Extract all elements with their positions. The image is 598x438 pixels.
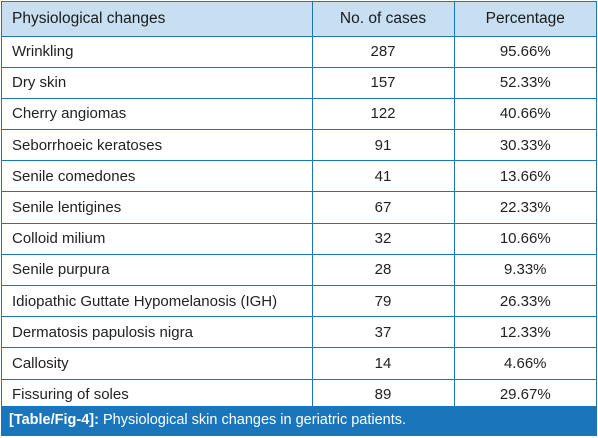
cell-percentage: 22.33%	[454, 191, 596, 224]
cell-percentage: 30.33%	[454, 129, 596, 162]
caption-label: [Table/Fig-4]:	[9, 412, 99, 428]
header-percentage: Percentage	[454, 2, 596, 37]
figure-caption: [Table/Fig-4]: Physiological skin change…	[2, 406, 596, 435]
table-row: Senile lentigines 67 22.33%	[2, 191, 596, 224]
cell-percentage: 12.33%	[454, 316, 596, 349]
table-row: Dermatosis papulosis nigra 37 12.33%	[2, 316, 596, 349]
cell-percentage: 40.66%	[454, 98, 596, 131]
table-row: Seborrhoeic keratoses 91 30.33%	[2, 129, 596, 162]
table-row: Wrinkling 287 95.66%	[2, 36, 596, 68]
cell-physiological-change: Senile lentigines	[2, 191, 313, 224]
table-row: Callosity 14 4.66%	[2, 347, 596, 380]
header-row: Physiological changes No. of cases Perce…	[2, 2, 596, 37]
cell-no-of-cases: 14	[312, 347, 455, 380]
header-no-of-cases: No. of cases	[312, 2, 455, 37]
cell-physiological-change: Idiopathic Guttate Hypomelanosis (IGH)	[2, 285, 313, 318]
cell-physiological-change: Dermatosis papulosis nigra	[2, 316, 313, 349]
cell-physiological-change: Callosity	[2, 347, 313, 380]
cell-no-of-cases: 67	[312, 191, 455, 224]
cell-percentage: 4.66%	[454, 347, 596, 380]
cell-percentage: 52.33%	[454, 67, 596, 99]
cell-no-of-cases: 157	[312, 67, 455, 99]
table-row: Fissuring of soles 89 29.67%	[2, 379, 596, 411]
cell-no-of-cases: 91	[312, 129, 455, 162]
cell-no-of-cases: 28	[312, 254, 455, 287]
cell-no-of-cases: 89	[312, 379, 455, 411]
cell-percentage: 26.33%	[454, 285, 596, 318]
header-physiological-changes: Physiological changes	[2, 2, 313, 37]
cell-no-of-cases: 41	[312, 160, 455, 193]
cell-no-of-cases: 32	[312, 223, 455, 255]
cell-physiological-change: Dry skin	[2, 67, 313, 99]
cell-physiological-change: Senile comedones	[2, 160, 313, 193]
table-row: Senile comedones 41 13.66%	[2, 160, 596, 193]
cell-physiological-change: Fissuring of soles	[2, 379, 313, 411]
cell-physiological-change: Colloid milium	[2, 223, 313, 255]
cell-physiological-change: Senile purpura	[2, 254, 313, 287]
cell-percentage: 29.67%	[454, 379, 596, 411]
cell-physiological-change: Seborrhoeic keratoses	[2, 129, 313, 162]
cell-physiological-change: Cherry angiomas	[2, 98, 313, 131]
table-row: Cherry angiomas 122 40.66%	[2, 98, 596, 131]
table-row: Dry skin 157 52.33%	[2, 67, 596, 99]
cell-no-of-cases: 122	[312, 98, 455, 131]
table-row: Idiopathic Guttate Hypomelanosis (IGH) 79…	[2, 285, 596, 318]
data-table: Physiological changes No. of cases Perce…	[2, 2, 596, 411]
table-row: Senile purpura 28 9.33%	[2, 254, 596, 287]
cell-percentage: 10.66%	[454, 223, 596, 255]
caption-text: Physiological skin changes in geriatric …	[98, 412, 407, 428]
cell-percentage: 95.66%	[454, 36, 596, 68]
table-header: Physiological changes No. of cases Perce…	[2, 2, 596, 37]
table-row: Colloid milium 32 10.66%	[2, 223, 596, 255]
cell-percentage: 9.33%	[454, 254, 596, 287]
cell-no-of-cases: 37	[312, 316, 455, 349]
table-body: Wrinkling 287 95.66% Dry skin 157 52.33% Cherr…	[2, 36, 596, 411]
cell-percentage: 13.66%	[454, 160, 596, 193]
cell-no-of-cases: 287	[312, 36, 455, 68]
cell-physiological-change: Wrinkling	[2, 36, 313, 68]
cell-no-of-cases: 79	[312, 285, 455, 318]
